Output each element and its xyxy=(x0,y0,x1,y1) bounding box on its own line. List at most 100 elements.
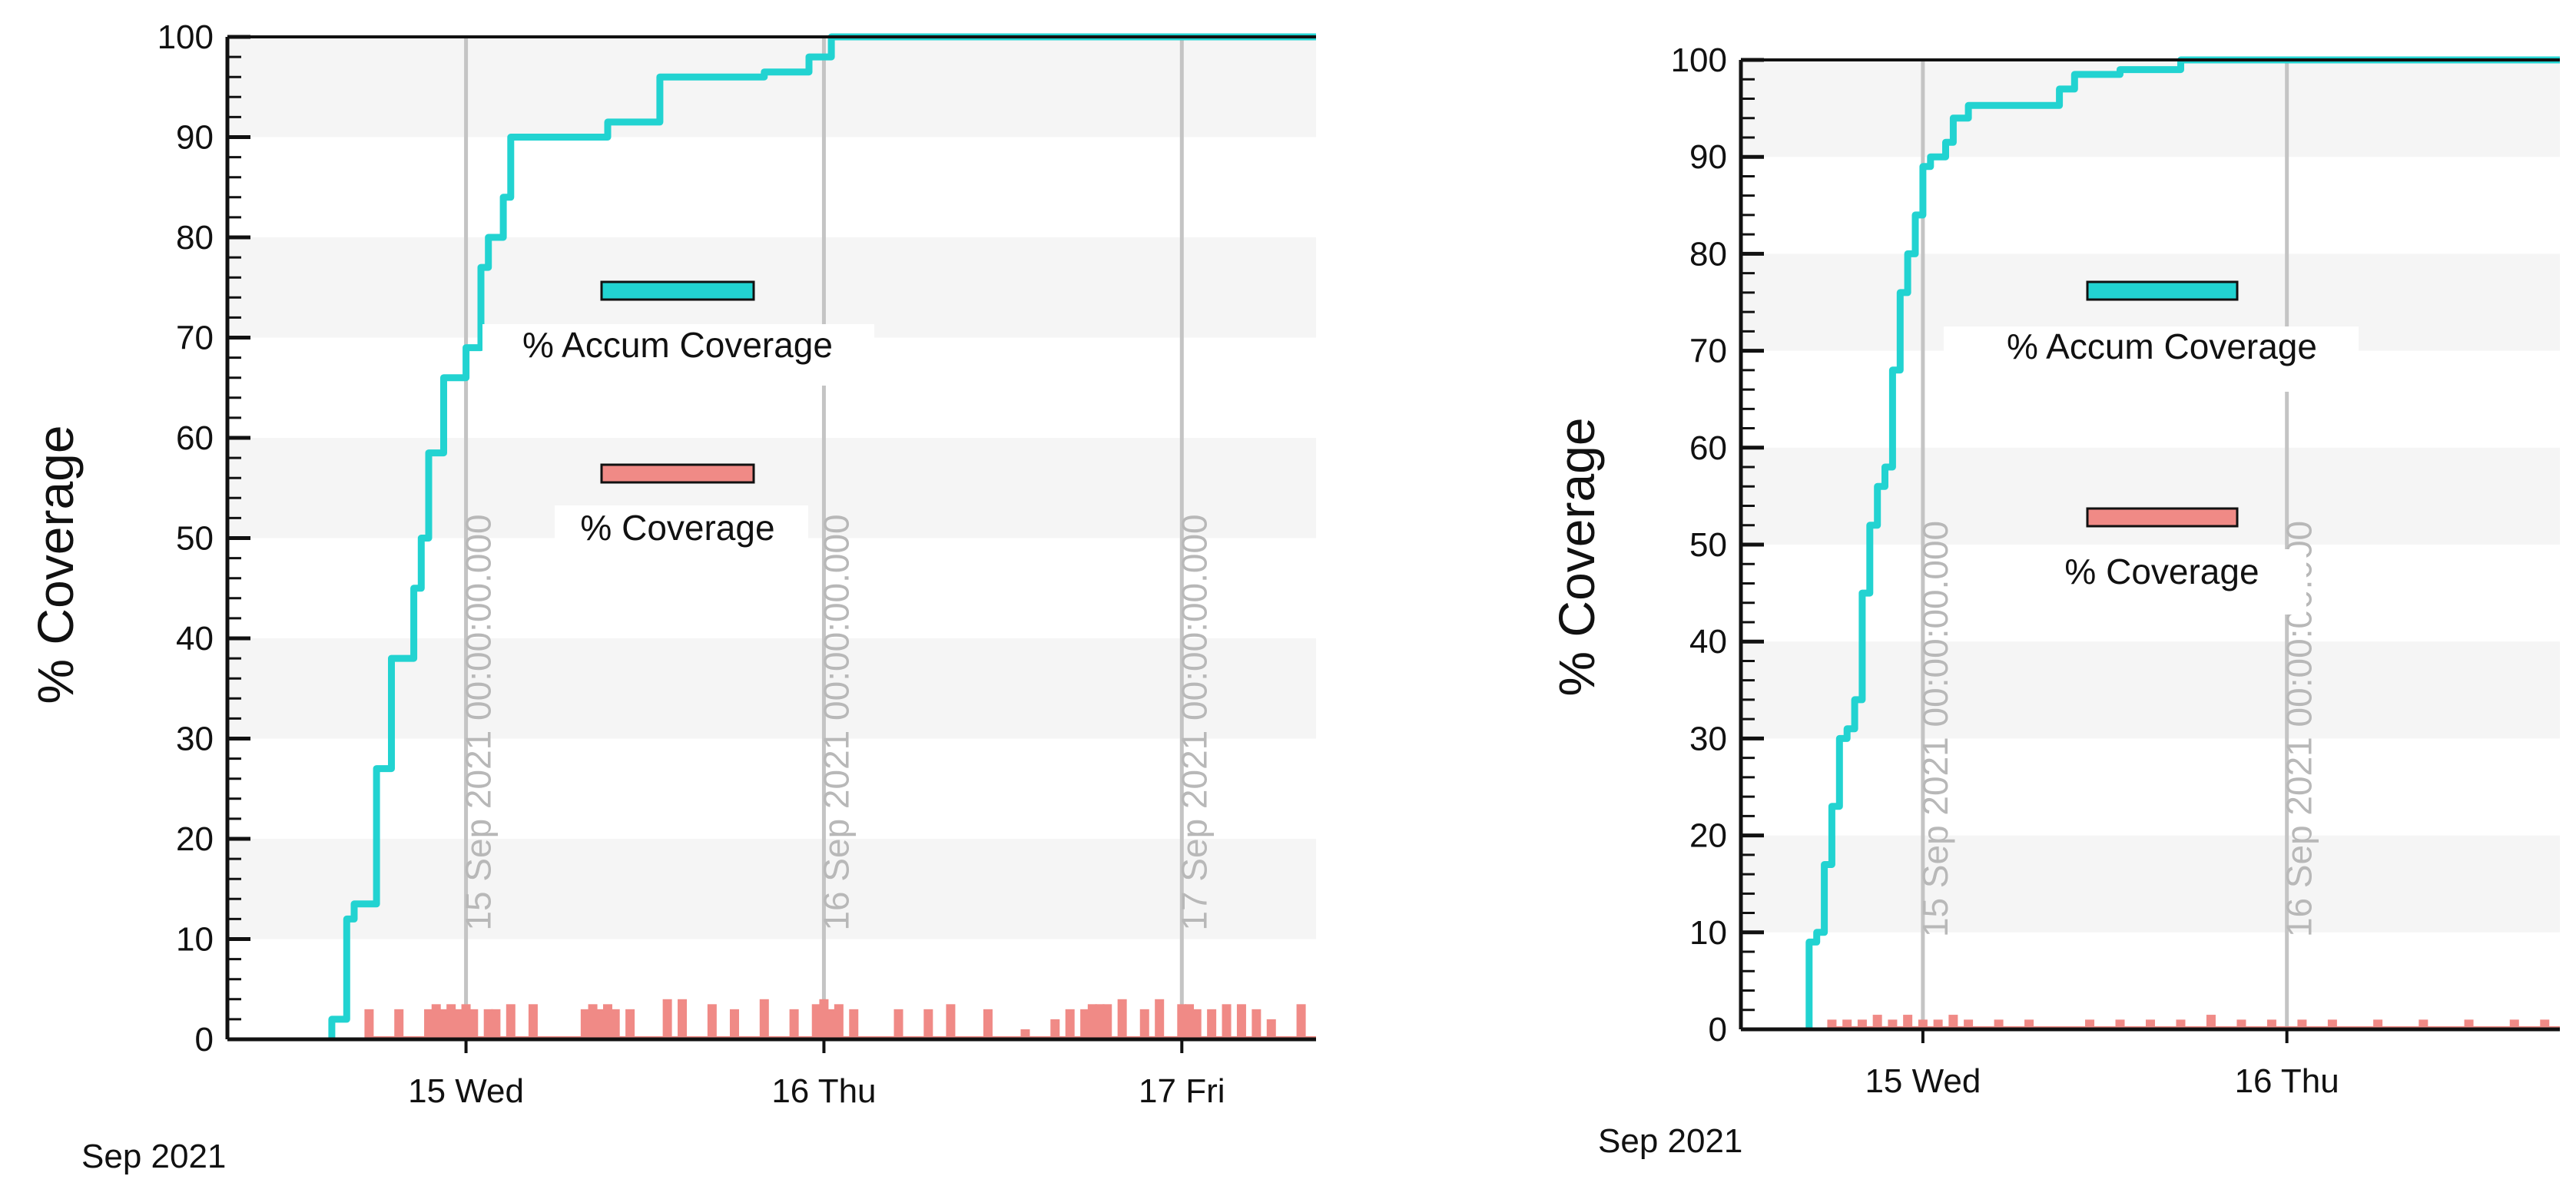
coverage-bar xyxy=(1139,1009,1149,1039)
x-tick-label: 16 Thu xyxy=(771,1072,876,1110)
coverage-bar xyxy=(1185,1004,1195,1039)
legend-label-coverage: % Coverage xyxy=(2064,552,2259,591)
y-axis-title: % Coverage xyxy=(1548,417,1605,696)
y-tick-label: 30 xyxy=(176,721,214,758)
y-tick-label: 0 xyxy=(195,1021,214,1059)
grid-band xyxy=(227,237,1316,338)
y-tick-label: 80 xyxy=(176,219,214,257)
date-line-label: 15 Sep 2021 00:00:00.000 xyxy=(459,514,499,930)
legend-swatch-accum xyxy=(600,280,755,301)
chart-right: 15 Sep 2021 00:00:00.000 16 Sep 2021 00:0… xyxy=(1548,41,2560,1160)
x-axis-group-label: Sep 2021 xyxy=(81,1138,226,1175)
coverage-bar xyxy=(469,1009,479,1039)
plot-background: 15 Sep 2021 00:00:00.000 16 Sep 2021 00:0… xyxy=(227,37,1316,1039)
axes: 0 10 20 30 40 50 60 70 80 90 100 15 Wed 16 Thu 17 Fri xyxy=(157,18,1316,1110)
coverage-bar xyxy=(528,1004,538,1039)
legend-swatch-coverage xyxy=(600,463,755,484)
accum-coverage-line xyxy=(328,33,1316,1039)
grid-band xyxy=(1741,641,2560,739)
coverage-bar xyxy=(491,1009,501,1039)
y-tick-label: 20 xyxy=(176,820,214,858)
chart-left: 15 Sep 2021 00:00:00.000 16 Sep 2021 00:0… xyxy=(27,18,1316,1175)
legend: % Accum Coverage % Coverage xyxy=(1944,280,2359,615)
coverage-bar xyxy=(1252,1009,1261,1039)
grid-band xyxy=(227,839,1316,939)
date-line-label: 16 Sep 2021 00:00:00.000 xyxy=(816,514,856,930)
axes: 0 10 20 30 40 50 60 70 80 90 100 15 Wed 16 Thu xyxy=(1671,41,2560,1100)
y-tick-label: 60 xyxy=(1689,429,1727,467)
legend-box-accum xyxy=(482,324,874,386)
y-tick-label: 20 xyxy=(1689,817,1727,855)
coverage-bar xyxy=(1296,1004,1306,1039)
legend-label-coverage: % Coverage xyxy=(580,508,774,548)
coverage-bar xyxy=(834,1004,844,1039)
coverage-bar xyxy=(602,1004,612,1039)
y-tick-label: 40 xyxy=(176,620,214,658)
coverage-bar xyxy=(1102,1004,1112,1039)
coverage-bar xyxy=(819,999,829,1039)
coverage-bar xyxy=(1236,1004,1246,1039)
legend-swatch-accum xyxy=(2086,280,2239,301)
coverage-bar xyxy=(983,1009,993,1039)
coverage-bar xyxy=(431,1004,441,1039)
coverage-bar xyxy=(1050,1019,1060,1039)
coverage-bar xyxy=(1222,1004,1232,1039)
y-tick-label: 90 xyxy=(1689,138,1727,176)
coverage-bar xyxy=(364,1009,374,1039)
y-tick-label: 50 xyxy=(176,520,214,558)
coverage-bar xyxy=(439,1009,449,1039)
legend-label-accum: % Accum Coverage xyxy=(2007,326,2317,366)
grid-band xyxy=(1741,60,2560,157)
y-axis-title: % Coverage xyxy=(27,425,84,704)
coverage-bar xyxy=(580,1009,590,1039)
coverage-bar xyxy=(394,1009,404,1039)
y-tick-label: 70 xyxy=(1689,333,1727,370)
coverage-bar xyxy=(1948,1015,1958,1029)
legend-label-accum: % Accum Coverage xyxy=(522,325,833,365)
y-tick-label: 40 xyxy=(1689,623,1727,661)
x-tick-label: 16 Thu xyxy=(2235,1062,2339,1100)
coverage-bar xyxy=(662,999,672,1039)
y-tick-label: 100 xyxy=(157,18,214,56)
x-tick-label: 17 Fri xyxy=(1139,1072,1225,1110)
y-tick-label: 10 xyxy=(176,921,214,959)
legend-box-accum xyxy=(1944,326,2359,392)
coverage-bar xyxy=(827,1009,837,1039)
legend: % Accum Coverage % Coverage xyxy=(482,280,874,565)
coverage-bar xyxy=(625,1009,635,1039)
x-tick-label: 15 Wed xyxy=(1865,1062,1981,1100)
coverage-bar xyxy=(610,1009,620,1039)
coverage-bar xyxy=(1177,1004,1187,1039)
coverage-bar xyxy=(1095,1004,1105,1039)
coverage-bar xyxy=(759,999,769,1039)
coverage-bar xyxy=(678,999,688,1039)
grid-band xyxy=(1741,447,2560,545)
coverage-bar xyxy=(424,1009,434,1039)
coverage-bar xyxy=(849,1009,859,1039)
coverage-bar xyxy=(729,1009,739,1039)
legend-swatch-coverage xyxy=(2086,507,2239,528)
coverage-bar xyxy=(506,1004,516,1039)
coverage-bar xyxy=(893,1009,903,1039)
legend-box-coverage xyxy=(2014,549,2306,615)
y-tick-label: 70 xyxy=(176,320,214,357)
plot-background: 15 Sep 2021 00:00:00.000 16 Sep 2021 00:0… xyxy=(1741,60,2560,1029)
coverage-bar xyxy=(811,1004,821,1039)
grid-band xyxy=(1741,835,2560,933)
coverage-bar xyxy=(2206,1015,2216,1029)
y-tick-label: 10 xyxy=(1689,914,1727,952)
coverage-bar xyxy=(1903,1015,1913,1029)
y-tick-label: 50 xyxy=(1689,526,1727,564)
coverage-bar xyxy=(946,1004,956,1039)
coverage-bar xyxy=(461,1004,471,1039)
coverage-bar xyxy=(1155,999,1165,1039)
y-tick-label: 60 xyxy=(176,419,214,457)
coverage-bar xyxy=(588,1004,598,1039)
coverage-bar xyxy=(1192,1009,1202,1039)
grid-band xyxy=(227,37,1316,137)
y-tick-label: 90 xyxy=(176,119,214,157)
coverage-bar xyxy=(923,1009,933,1039)
y-tick-label: 100 xyxy=(1671,41,1727,79)
coverage-bar xyxy=(1087,1004,1097,1039)
coverage-bar xyxy=(1872,1015,1882,1029)
